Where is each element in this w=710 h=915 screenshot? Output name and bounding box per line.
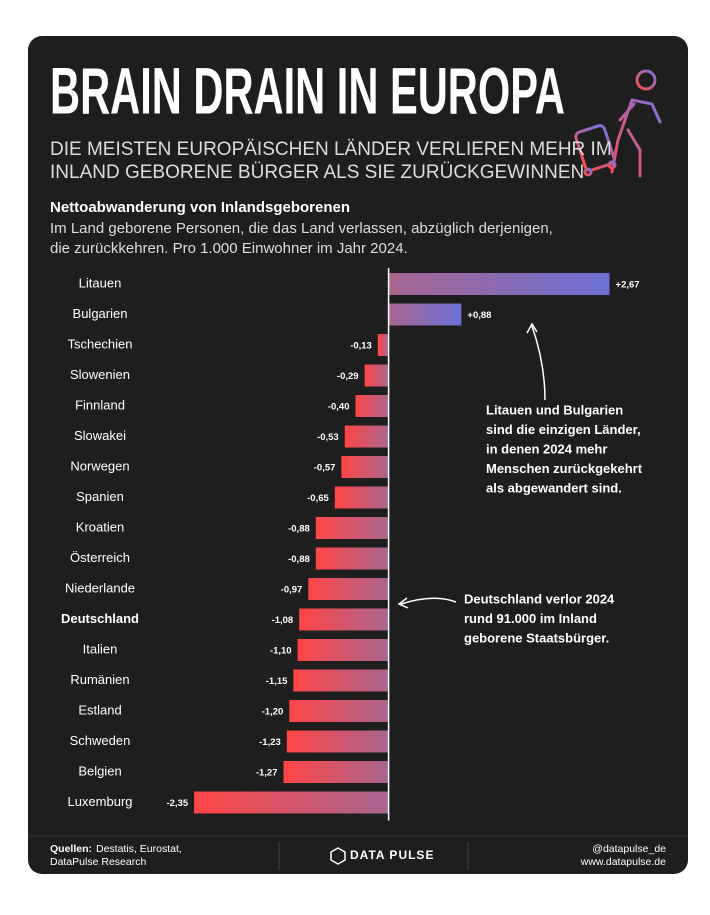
category-label: Tschechien [67,336,132,351]
subtitle: INLAND GEBORENE BÜRGER ALS SIE ZURÜCKGEW… [50,162,584,183]
chart-title: Nettoabwanderung von Inlandsgeborenen [50,199,350,216]
bar [341,456,389,478]
title: BRAIN DRAIN IN EUROPA [50,53,565,127]
category-label: Slowakei [74,428,126,443]
category-label: Spanien [76,489,124,504]
bar [194,791,389,814]
bar [315,517,389,539]
bar [344,425,389,448]
bar [297,639,389,661]
annotation: Litauen und Bulgarien [486,402,623,417]
website: www.datapulse.de [580,856,666,868]
bar [299,608,389,631]
category-label: Slowenien [70,367,130,382]
arrow-head [526,322,538,334]
annotation: sind die einzigen Länder, [486,422,641,437]
traveler-icon [574,69,662,178]
value-label: -0,65 [307,493,329,504]
bar [293,669,389,692]
value-label: -2,35 [166,798,188,809]
value-label: +0,88 [467,310,491,321]
subtitle: DIE MEISTEN EUROPÄISCHEN LÄNDER VERLIERE… [50,139,612,160]
annotation-arrow [531,325,546,401]
annotation: rund 91.000 im Inland [464,611,597,626]
annotation: geborene Staatsbürger. [464,630,609,645]
value-label: -0,53 [317,432,339,443]
bar [308,578,389,600]
arrow-head [397,597,409,609]
bar [388,273,610,295]
category-label: Kroatien [76,519,124,534]
value-label: +2,67 [616,280,640,291]
value-label: -1,15 [266,676,288,687]
annotation: als abgewandert sind. [486,480,622,495]
logo: DATA PULSE [350,848,434,862]
value-label: -0,40 [328,402,350,413]
value-label: -0,29 [337,371,359,382]
logo-icon [330,847,346,865]
category-label: Norwegen [70,458,129,473]
category-label: Österreich [70,550,130,565]
value-label: -1,23 [259,737,281,748]
category-label: Belgien [78,763,121,778]
category-label: Schweden [70,733,131,748]
card [28,36,688,874]
sources-label: Quellen: [50,843,92,855]
value-label: -0,57 [314,463,336,474]
value-label: -1,08 [272,615,294,626]
category-label: Rumänien [70,672,129,687]
bar [355,395,389,417]
category-label: Litauen [79,275,122,290]
handle: @datapulse_de [592,843,666,855]
value-label: -0,97 [281,585,303,596]
bar [334,486,389,509]
category-label: Italien [83,641,118,656]
category-label: Estland [78,702,121,717]
category-label: Niederlande [65,580,135,595]
annotation-arrow [400,597,457,605]
description: die zurückkehren. Pro 1.000 Einwohner im… [50,240,408,257]
value-label: -1,10 [270,646,292,657]
value-label: -1,20 [262,707,284,718]
bar-chart: Litauen +2,67 Bulgarien +0,88 Tschechien -0,1… [61,268,643,821]
bar [377,334,389,356]
description: Im Land geborene Personen, die das Land … [50,220,553,237]
sources: Destatis, Eurostat, [96,843,182,855]
category-label: Bulgarien [73,306,128,321]
bar [289,700,389,722]
bar [283,761,389,783]
bar [315,547,389,570]
category-label: Luxemburg [67,794,132,809]
annotation: in denen 2024 mehr [486,441,607,456]
sources: DataPulse Research [50,856,146,868]
value-label: -0,13 [350,341,372,352]
bar [388,303,462,326]
annotation: Menschen zurückgekehrt [486,461,643,476]
value-label: -0,88 [288,524,310,535]
category-label: Deutschland [61,611,139,626]
annotation: Deutschland verlor 2024 [464,591,615,606]
category-label: Finnland [75,397,125,412]
bar [286,730,389,753]
bar [364,364,389,387]
value-label: -1,27 [256,768,278,779]
value-label: -0,88 [288,554,310,565]
